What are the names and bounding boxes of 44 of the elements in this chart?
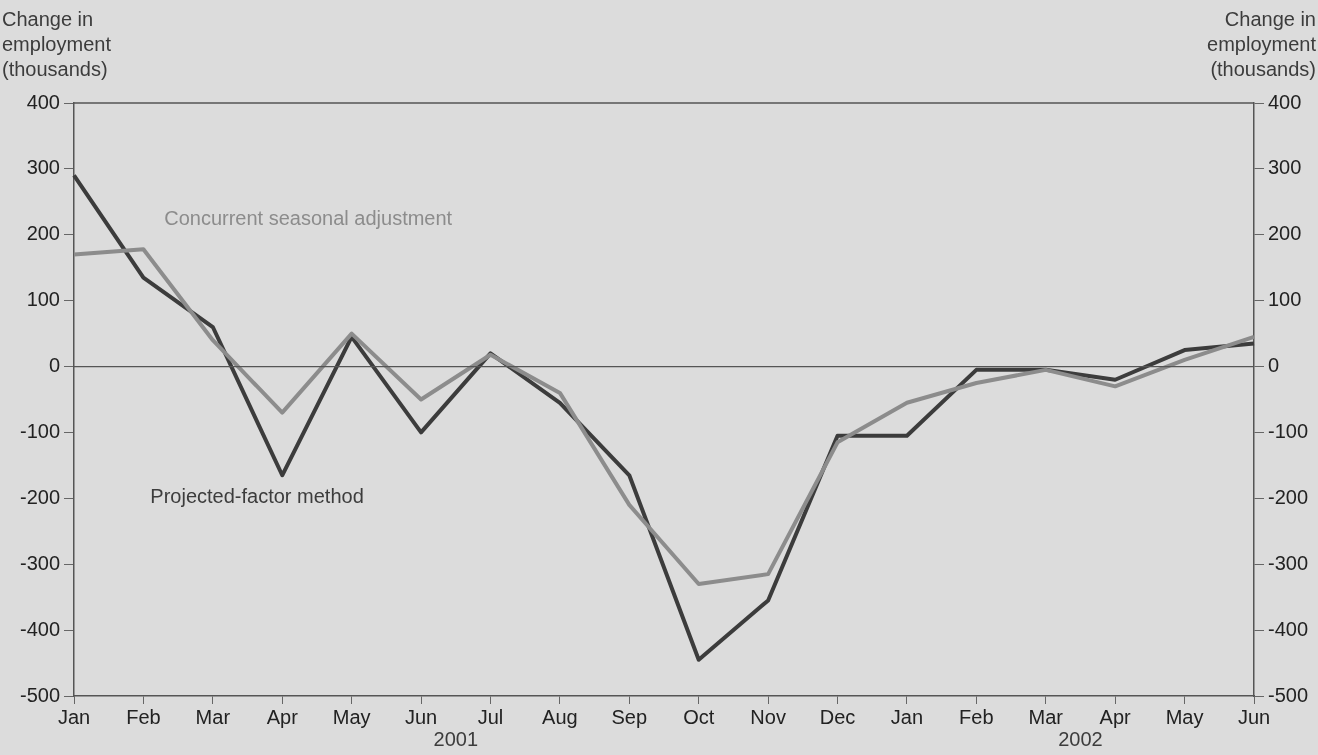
x-tick-label: Jun — [1237, 705, 1271, 728]
y-axis-title: Change in employment (thousands) — [2, 7, 112, 80]
x-tick-label: Nov — [750, 705, 786, 728]
y2-tick-label: 100 — [1268, 288, 1302, 311]
y2-tick-label: -300 — [1268, 551, 1309, 574]
y-tick-label: 300 — [26, 156, 60, 179]
text: 2001 — [433, 727, 479, 750]
y-tick-label: 100 — [26, 288, 60, 311]
y2-tick-label: -400 — [1268, 617, 1309, 640]
y-tick-label: -100 — [19, 419, 60, 442]
x-tick-label: Sep — [611, 705, 648, 728]
x-tick-label: Jul — [477, 705, 504, 728]
y-tick-label: -200 — [19, 485, 60, 508]
x-tick-label: Feb — [959, 705, 994, 728]
y-tick-label: 200 — [26, 222, 60, 245]
y2-tick-label: 400 — [1268, 90, 1302, 113]
y-tick-label: 0 — [48, 354, 60, 377]
y2-tick-label: 0 — [1268, 354, 1280, 377]
y2-tick-label: -200 — [1268, 485, 1309, 508]
x-tick-label: Mar — [1028, 705, 1064, 728]
x-tick-label: Apr — [1099, 705, 1132, 728]
x-tick-label: Oct — [683, 705, 715, 728]
x-tick-label: May — [1165, 705, 1204, 728]
x-tick-label: Jun — [404, 705, 438, 728]
x-tick-label: Feb — [126, 705, 161, 728]
y-tick-label: -300 — [19, 551, 60, 574]
y-tick-label: 400 — [26, 90, 60, 113]
y2-tick-label: 300 — [1268, 156, 1302, 179]
x-tick-label: Apr — [266, 705, 299, 728]
x-tick-label: Dec — [819, 705, 856, 728]
y2-tick-label: -500 — [1268, 683, 1309, 706]
y2-axis-title: Change in employment (thousands) — [1207, 7, 1317, 80]
series-label: Concurrent seasonal adjustment — [164, 206, 453, 229]
x-tick-label: Aug — [542, 705, 578, 728]
y-tick-label: -400 — [19, 617, 60, 640]
x-tick-label: May — [332, 705, 371, 728]
x-tick-label: Mar — [195, 705, 231, 728]
y-tick-label: -500 — [19, 683, 60, 706]
text: 2002 — [1058, 727, 1103, 750]
x-tick-label: Jan — [890, 705, 924, 728]
x-tick-label: Jan — [57, 705, 91, 728]
series-label: Projected-factor method — [150, 484, 364, 507]
y2-tick-label: 200 — [1268, 222, 1302, 245]
y2-tick-label: -100 — [1268, 419, 1309, 442]
